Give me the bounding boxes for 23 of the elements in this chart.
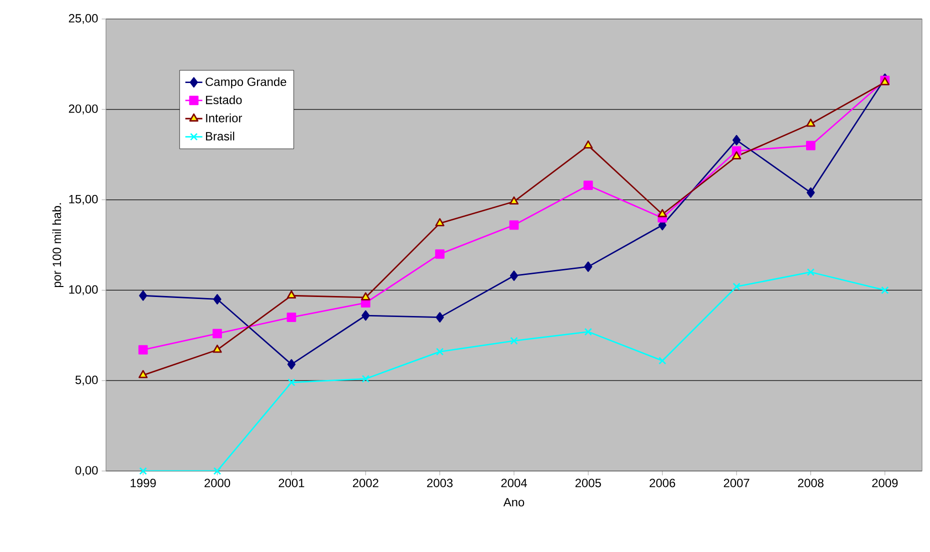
legend-label: Campo Grande [206,77,286,88]
x-tick-label: 2004 [501,478,527,488]
y-tick-label: 25,00 [68,14,98,24]
x-tick-label: 2008 [798,478,824,488]
y-tick-label: 5,00 [75,376,98,386]
y-tick-label: 20,00 [68,104,98,114]
x-tick-label: 2006 [650,478,676,488]
y-tick-label: 15,00 [69,194,98,205]
x-tick-label: 2007 [724,478,750,488]
x-tick-label: 2009 [872,478,898,488]
x-tick-label: 2001 [278,478,304,488]
x-tick-label: 2002 [352,478,378,488]
y-axis-title: por 100 mil hab. [52,203,64,288]
x-axis-title: Ano [503,498,524,506]
x-tick-label: 2003 [427,478,453,488]
legend-label: Brasil [206,132,234,140]
legend-label: Interior [206,114,242,122]
y-tick-label: 10,00 [69,285,98,296]
x-tick-label: 2000 [204,478,230,488]
legend-label: Estado [206,95,242,104]
x-tick-label: 2005 [575,478,601,488]
y-tick-label: 0,00 [75,466,98,476]
x-tick-label: 1999 [130,478,156,488]
